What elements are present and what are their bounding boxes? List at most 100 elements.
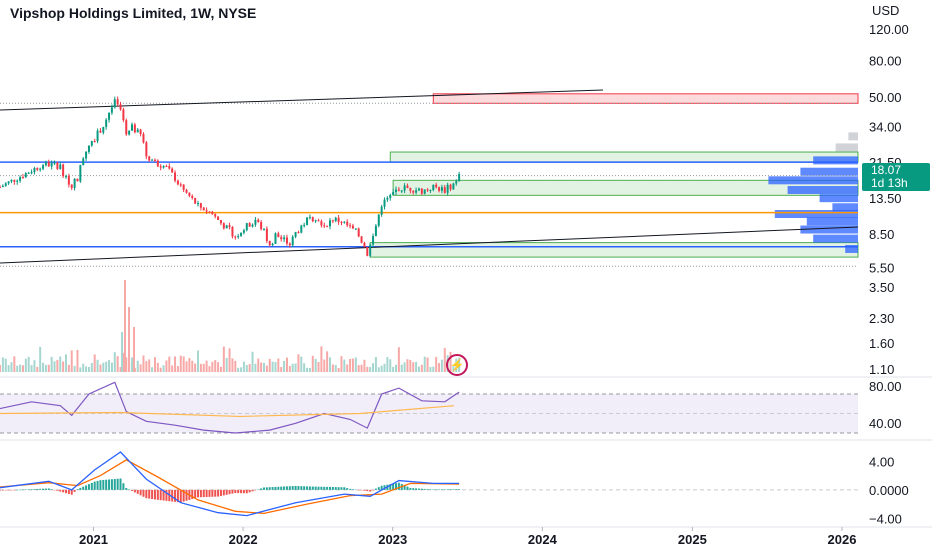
bar-countdown: 1d 13h <box>871 176 908 190</box>
volume-bar <box>185 361 188 372</box>
volume-bar <box>435 356 438 372</box>
candle-body <box>415 190 418 193</box>
macd-histogram-bar <box>446 489 449 490</box>
volume-bar <box>73 365 76 372</box>
volume-profile-bar <box>813 156 858 165</box>
volume-bar <box>234 360 237 372</box>
volume-tick-label: 2.30 <box>869 311 894 326</box>
volume-bar <box>153 357 156 372</box>
macd-histogram-bar <box>202 489 205 498</box>
volume-bar <box>334 365 337 372</box>
volume-bar <box>360 364 363 372</box>
volume-profile-bar <box>787 186 858 194</box>
volume-bar <box>121 332 123 372</box>
volume-bar <box>191 360 194 372</box>
volume-tick-label: 3.50 <box>869 280 894 295</box>
macd-histogram-bar <box>131 489 133 491</box>
candle-body <box>205 210 208 212</box>
macd-histogram-bar <box>222 489 225 496</box>
candle-body <box>412 190 415 193</box>
macd-histogram-bar <box>4 489 7 491</box>
macd-histogram-bar <box>351 489 354 490</box>
candle-body <box>171 168 174 173</box>
macd-histogram-bar <box>251 489 254 492</box>
macd-histogram-bar <box>105 479 108 490</box>
macd-histogram-bar <box>303 486 306 490</box>
candle-body <box>108 112 111 120</box>
candle-body <box>443 187 446 193</box>
candle-body <box>27 172 30 174</box>
macd-histogram-bar <box>50 489 53 490</box>
volume-bar <box>42 362 45 372</box>
macd-histogram-bar <box>291 486 294 490</box>
candle-body <box>400 190 403 192</box>
candle-body <box>21 177 24 179</box>
macd-histogram-bar <box>176 489 179 503</box>
interval-label: 1W <box>190 5 211 21</box>
candle-body <box>36 167 39 170</box>
candle-body <box>245 223 248 231</box>
volume-tick-label: 1.60 <box>869 336 894 351</box>
volume-bar <box>10 362 13 372</box>
volume-bar <box>280 366 283 372</box>
macd-histogram-bar <box>36 488 39 490</box>
macd-histogram-bar <box>415 488 418 490</box>
volume-bar <box>174 356 177 372</box>
volume-bar <box>113 352 116 372</box>
macd-histogram-bar <box>21 489 24 491</box>
macd-histogram-bar <box>70 489 73 495</box>
volume-bar <box>50 356 53 372</box>
volume-bar <box>59 356 62 372</box>
volume-bar <box>44 364 47 372</box>
macd-histogram-bar <box>285 486 288 490</box>
macd-histogram-bar <box>199 489 202 498</box>
macd-histogram-bar <box>245 489 248 494</box>
volume-bar <box>429 367 432 372</box>
macd-histogram-bar <box>420 488 423 490</box>
volume-profile-bar <box>774 209 858 218</box>
macd-histogram-bar <box>248 489 251 493</box>
lightning-icon[interactable]: ⚡ <box>446 354 468 376</box>
volume-bar <box>171 365 174 372</box>
volume-bar <box>268 358 271 372</box>
volume-bar <box>65 354 67 372</box>
volume-bar <box>205 360 208 372</box>
macd-tick-label: 4.00 <box>869 454 894 469</box>
volume-profile-bar <box>848 132 858 141</box>
macd-histogram-bar <box>1 489 4 491</box>
candle-body <box>182 184 185 190</box>
candle-body <box>202 207 205 211</box>
macd-histogram-bar <box>90 482 93 490</box>
volume-bar <box>108 360 111 372</box>
candle-body <box>420 188 423 194</box>
volume-bar <box>30 365 33 372</box>
candle-body <box>67 176 70 185</box>
candle-body <box>251 224 254 227</box>
candle-body <box>274 233 277 244</box>
macd-histogram-bar <box>10 489 13 491</box>
date-tick-label: 2021 <box>79 532 108 547</box>
macd-histogram-bar <box>142 489 145 497</box>
volume-bar <box>397 347 400 372</box>
candle-body <box>288 243 291 246</box>
candle-body <box>294 232 297 237</box>
volume-bar <box>331 364 334 372</box>
macd-histogram-bar <box>409 487 412 490</box>
macd-histogram-bar <box>294 485 297 490</box>
volume-bar <box>96 359 99 372</box>
last-price-value: 18.07 <box>871 163 902 177</box>
macd-histogram-bar <box>156 489 159 500</box>
macd-histogram-bar <box>165 489 168 501</box>
candle-body <box>323 225 326 227</box>
candle-body <box>131 124 133 131</box>
volume-bar <box>406 359 409 372</box>
volume-bar <box>217 362 220 372</box>
candle-body <box>311 217 314 222</box>
candle-body <box>446 184 449 193</box>
macd-histogram-bar <box>458 489 461 490</box>
macd-histogram-bar <box>122 483 125 490</box>
volume-bar <box>165 360 168 372</box>
candle-body <box>440 187 443 191</box>
volume-bar <box>62 361 65 372</box>
